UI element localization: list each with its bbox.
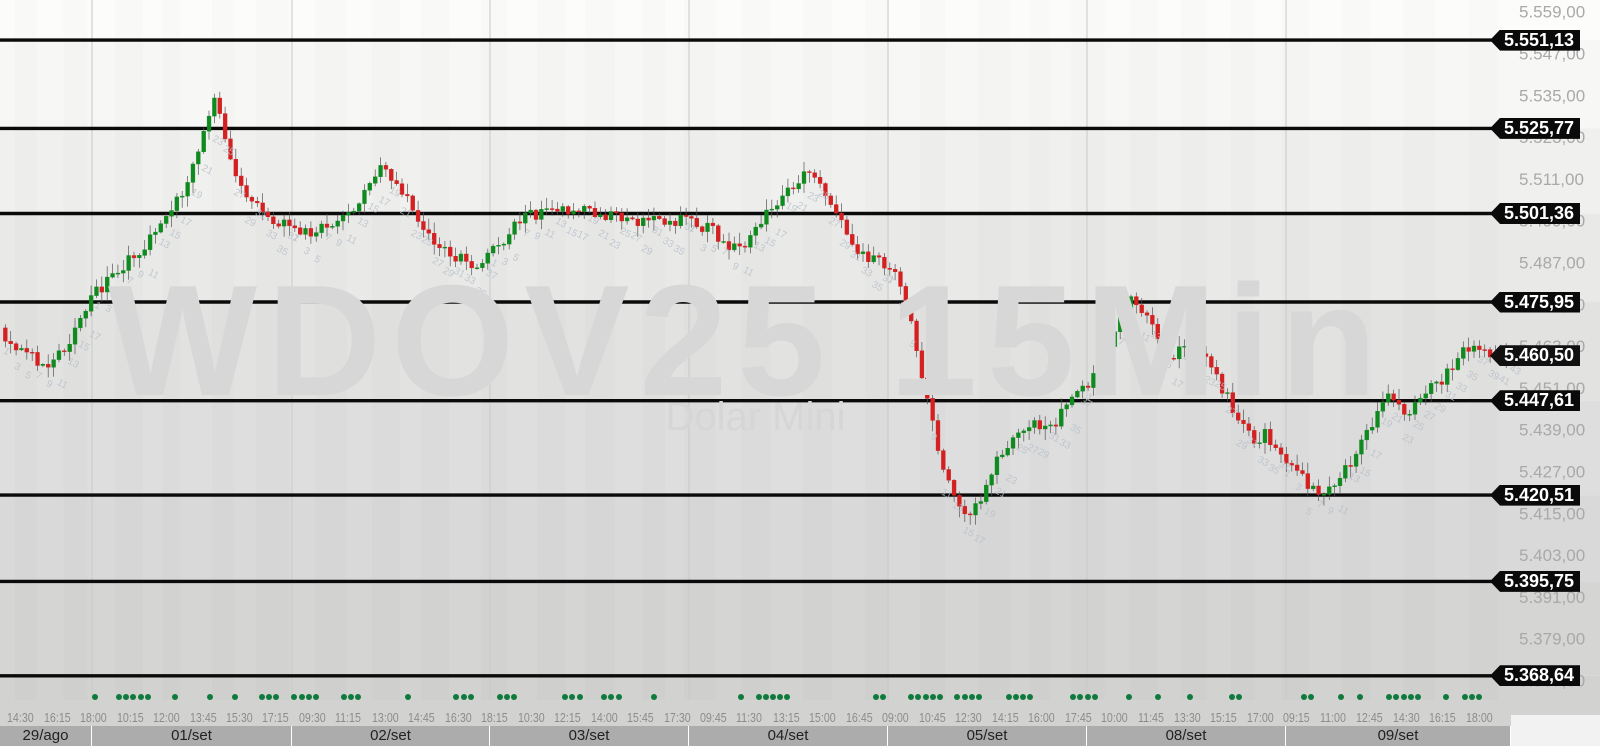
svg-text:5.439,00: 5.439,00 xyxy=(1519,421,1585,440)
svg-text:5.535,00: 5.535,00 xyxy=(1519,86,1585,105)
svg-text:5.403,00: 5.403,00 xyxy=(1519,546,1585,565)
svg-text:5.487,00: 5.487,00 xyxy=(1519,254,1585,273)
svg-text:5.379,00: 5.379,00 xyxy=(1519,630,1585,649)
svg-text:5.415,00: 5.415,00 xyxy=(1519,504,1585,523)
svg-text:5.427,00: 5.427,00 xyxy=(1519,463,1585,482)
svg-text:5.511,00: 5.511,00 xyxy=(1519,170,1584,189)
svg-text:5.559,00: 5.559,00 xyxy=(1519,3,1585,22)
